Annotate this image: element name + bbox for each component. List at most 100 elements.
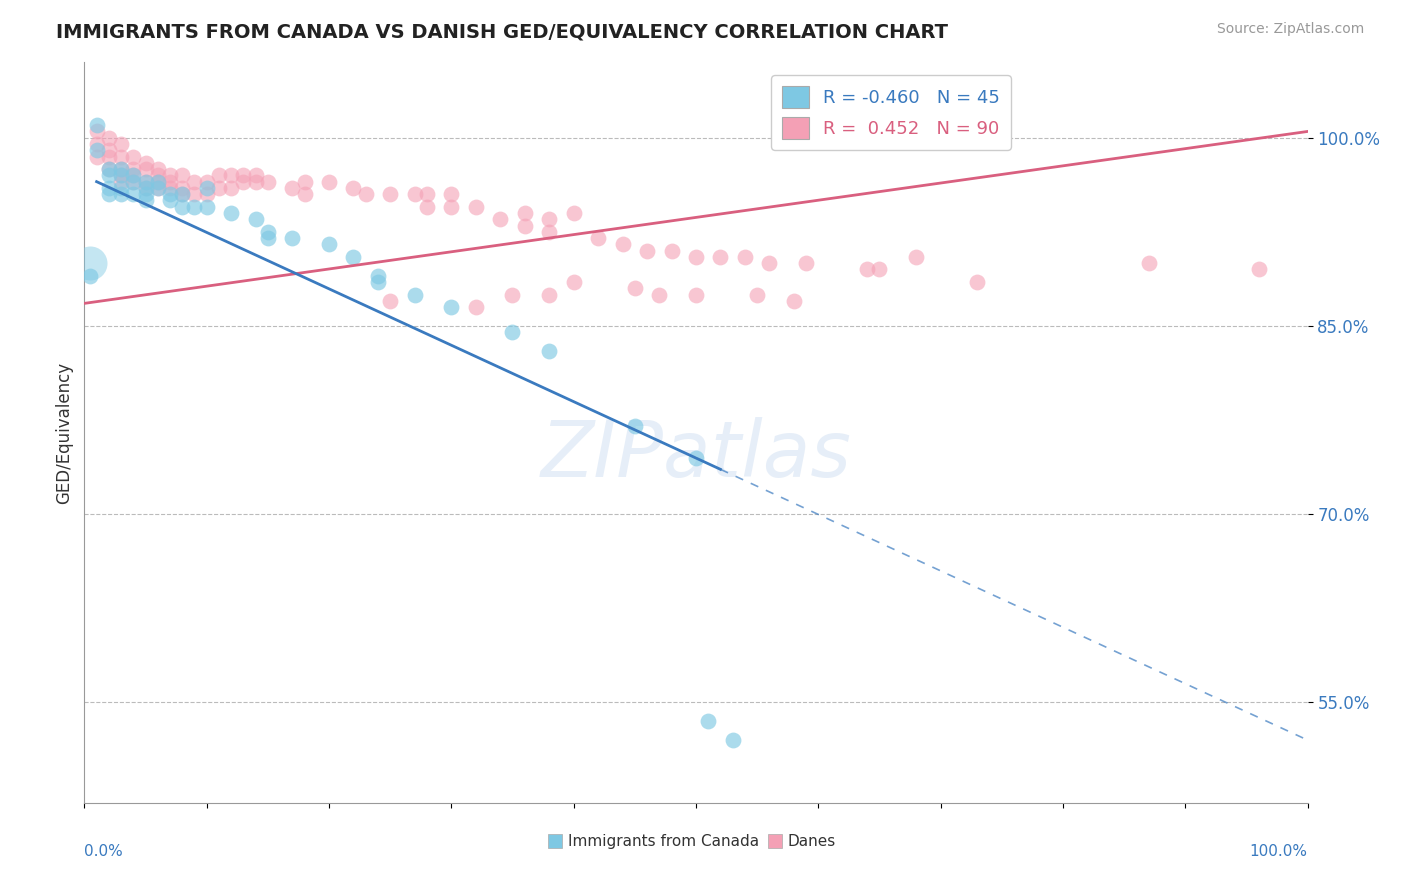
Point	[464, 200, 486, 214]
Point	[208, 169, 231, 183]
Point	[135, 181, 157, 195]
Point	[783, 293, 806, 308]
Point	[734, 250, 756, 264]
Point	[245, 175, 267, 189]
Point	[135, 175, 157, 189]
Point	[195, 175, 218, 189]
Text: Source: ZipAtlas.com: Source: ZipAtlas.com	[1216, 22, 1364, 37]
Point	[489, 212, 512, 227]
Point	[586, 231, 609, 245]
Point	[79, 256, 101, 270]
Point	[195, 181, 218, 195]
Text: ZIPatlas: ZIPatlas	[540, 417, 852, 493]
Point	[869, 262, 891, 277]
Point	[122, 162, 145, 177]
Point	[709, 250, 731, 264]
Text: IMMIGRANTS FROM CANADA VS DANISH GED/EQUIVALENCY CORRELATION CHART: IMMIGRANTS FROM CANADA VS DANISH GED/EQU…	[56, 22, 948, 41]
Point	[195, 200, 218, 214]
Point	[245, 212, 267, 227]
Point	[79, 268, 101, 283]
Point	[97, 169, 120, 183]
Point	[86, 136, 108, 151]
Point	[97, 162, 120, 177]
Point	[159, 187, 181, 202]
Point	[562, 275, 585, 289]
Point	[208, 181, 231, 195]
Point	[183, 200, 205, 214]
Point	[257, 225, 280, 239]
Point	[294, 175, 316, 189]
Point	[86, 124, 108, 138]
Point	[159, 175, 181, 189]
Point	[404, 187, 426, 202]
Point	[146, 175, 169, 189]
Point	[318, 175, 340, 189]
Point	[624, 281, 647, 295]
Point	[97, 130, 120, 145]
Point	[110, 162, 132, 177]
Point	[159, 169, 181, 183]
Point	[122, 175, 145, 189]
Point	[404, 287, 426, 301]
Point	[159, 181, 181, 195]
Point	[146, 181, 169, 195]
Point	[747, 287, 769, 301]
Point	[97, 187, 120, 202]
Point	[86, 118, 108, 132]
Point	[257, 175, 280, 189]
Text: Immigrants from Canada: Immigrants from Canada	[568, 834, 759, 849]
Point	[966, 275, 988, 289]
Point	[195, 187, 218, 202]
Point	[905, 250, 928, 264]
Point	[146, 162, 169, 177]
Point	[513, 219, 536, 233]
Point	[513, 206, 536, 220]
Point	[1137, 256, 1160, 270]
Point	[294, 187, 316, 202]
Point	[135, 156, 157, 170]
Point	[464, 300, 486, 314]
Point	[257, 231, 280, 245]
Point	[183, 175, 205, 189]
Point	[135, 162, 157, 177]
Point	[1247, 262, 1270, 277]
Point	[122, 169, 145, 183]
Point	[135, 181, 157, 195]
Point	[219, 181, 242, 195]
Point	[183, 187, 205, 202]
Point	[440, 187, 463, 202]
Point	[86, 143, 108, 157]
Point	[159, 194, 181, 208]
Point	[110, 175, 132, 189]
Point	[110, 181, 132, 195]
Point	[146, 169, 169, 183]
Point	[97, 150, 120, 164]
Point	[794, 256, 817, 270]
Point	[135, 187, 157, 202]
Point	[612, 237, 634, 252]
Point	[636, 244, 658, 258]
Point	[232, 175, 254, 189]
Point	[367, 275, 389, 289]
Point	[110, 169, 132, 183]
Point	[135, 194, 157, 208]
Point	[110, 162, 132, 177]
Point	[758, 256, 780, 270]
Point	[122, 169, 145, 183]
Point	[440, 200, 463, 214]
Point	[342, 181, 364, 195]
Point	[367, 268, 389, 283]
Point	[416, 200, 439, 214]
Text: 100.0%: 100.0%	[1250, 844, 1308, 858]
Point	[122, 150, 145, 164]
Point	[502, 325, 524, 339]
Point	[110, 136, 132, 151]
Point	[685, 287, 707, 301]
Point	[219, 169, 242, 183]
Point	[135, 175, 157, 189]
Point	[697, 714, 720, 729]
Point	[245, 169, 267, 183]
Point	[721, 733, 744, 747]
Point	[97, 181, 120, 195]
Point	[146, 181, 169, 195]
